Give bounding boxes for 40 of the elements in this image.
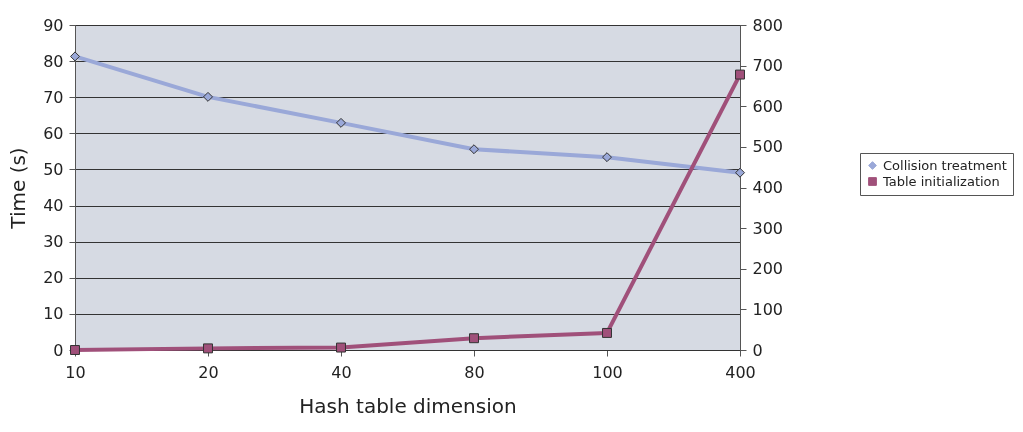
y-tick-label: 50 xyxy=(43,159,64,179)
y2-tick-label: 800 xyxy=(752,15,784,35)
point xyxy=(735,167,745,178)
y2-tick-label: 0 xyxy=(752,340,763,360)
y-axis-title: Time (s) xyxy=(6,147,31,230)
y-tick-label: 20 xyxy=(43,268,64,288)
point xyxy=(602,327,612,338)
x-tick-label: 10 xyxy=(65,362,86,382)
y-tick-label: 0 xyxy=(53,340,64,360)
y2-tick-label: 300 xyxy=(752,218,784,238)
y-tick-label: 90 xyxy=(43,15,64,35)
point xyxy=(735,69,745,80)
x-axis-title: Hash table dimension xyxy=(299,393,517,418)
point xyxy=(203,91,213,102)
y-tick-label: 80 xyxy=(43,51,64,71)
point xyxy=(203,343,213,354)
y2-tick-label: 100 xyxy=(752,299,784,319)
point xyxy=(336,117,346,128)
point xyxy=(70,51,80,62)
x-tick-label: 400 xyxy=(725,362,756,382)
y2-tick-label: 700 xyxy=(752,56,784,76)
x-tick-label: 100 xyxy=(592,362,623,382)
point xyxy=(602,152,612,163)
y-tick-label: 40 xyxy=(43,196,64,216)
y2-tick-label: 400 xyxy=(752,178,784,197)
x-tick-label: 20 xyxy=(198,362,219,382)
x-tick-label: 80 xyxy=(464,362,485,382)
y-tick-label: 70 xyxy=(43,87,64,107)
point xyxy=(469,144,479,155)
y2-tick-label: 600 xyxy=(752,96,784,116)
x-tick-label: 40 xyxy=(331,362,352,382)
legend-label: Collision treatment xyxy=(883,157,1007,173)
point xyxy=(336,342,346,353)
y-tick-label: 60 xyxy=(43,123,64,143)
legend-label: Table initialization xyxy=(882,173,1000,189)
y2-tick-label: 200 xyxy=(752,259,784,279)
y-tick-label: 30 xyxy=(43,232,64,252)
point xyxy=(469,333,479,344)
y2-tick-label: 500 xyxy=(752,137,784,157)
y-tick-label: 10 xyxy=(43,304,64,324)
